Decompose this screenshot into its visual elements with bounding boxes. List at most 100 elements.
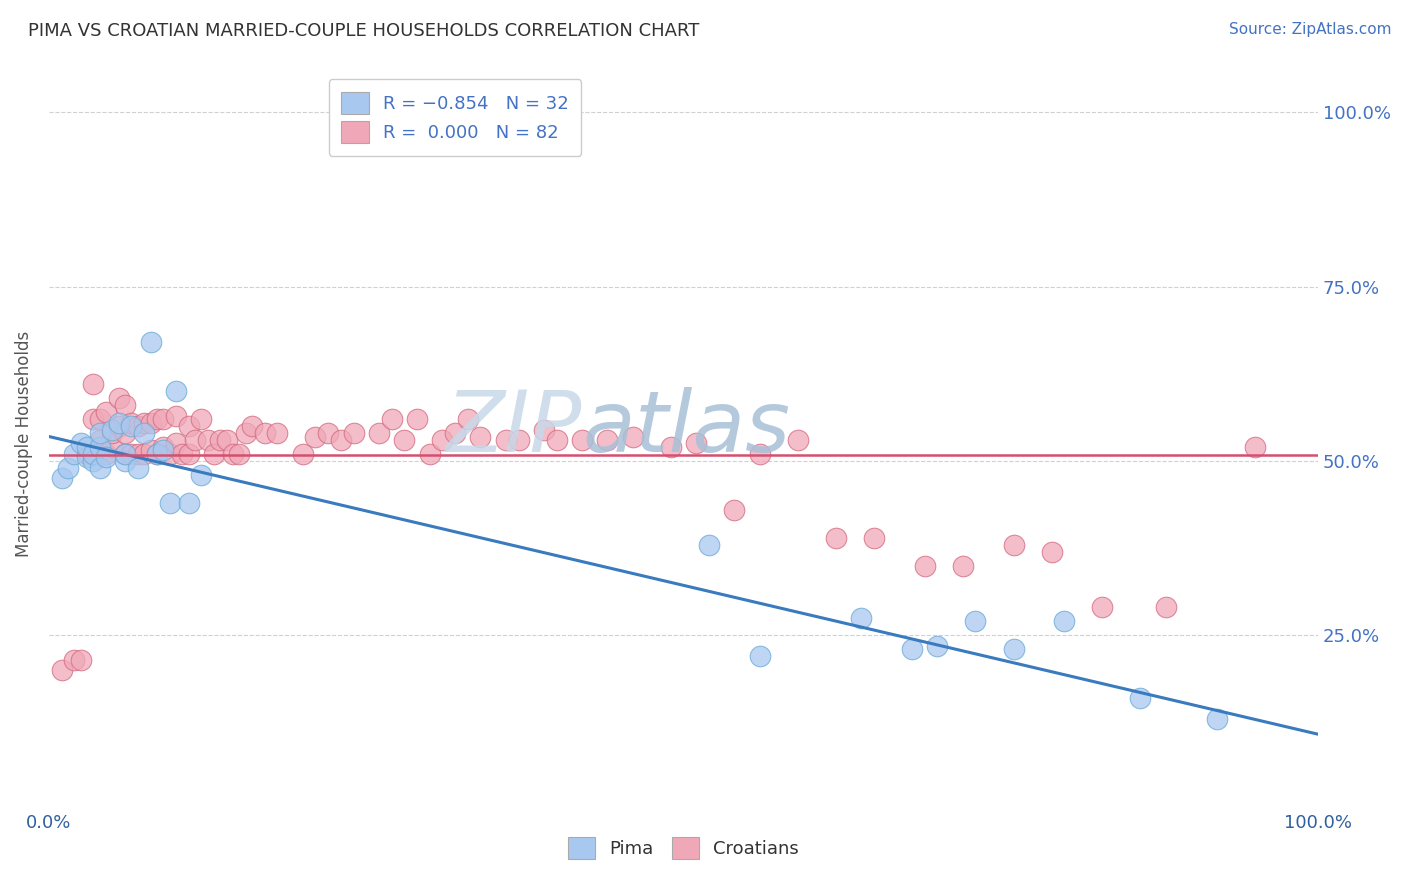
Point [197,433,219,447]
Point [508,433,530,447]
Point [165,409,187,423]
Point [121,416,143,430]
Point [304,429,326,443]
Point [901,642,924,657]
Point [419,447,441,461]
Point [697,538,720,552]
Point [184,433,207,447]
Point [1205,712,1227,726]
Point [209,433,232,447]
Point [51,663,73,677]
Point [444,425,467,440]
Point [596,433,619,447]
Point [69,652,91,666]
Point [101,440,124,454]
Point [127,461,149,475]
Point [94,405,117,419]
Point [107,391,129,405]
Point [222,447,245,461]
Point [965,615,987,629]
Point [952,558,974,573]
Point [748,447,770,461]
Point [533,423,555,437]
Point [394,433,416,447]
Point [89,412,111,426]
Point [134,447,156,461]
Point [685,436,707,450]
Point [177,419,200,434]
Point [146,447,169,461]
Point [177,496,200,510]
Point [1154,600,1177,615]
Point [76,440,98,454]
Point [1129,690,1152,705]
Point [94,447,117,461]
Point [381,412,404,426]
Point [316,425,339,440]
Point [228,447,250,461]
Point [121,447,143,461]
Point [824,531,846,545]
Text: Source: ZipAtlas.com: Source: ZipAtlas.com [1229,22,1392,37]
Point [165,436,187,450]
Point [114,454,136,468]
Point [406,412,429,426]
Point [114,447,136,461]
Point [1053,615,1076,629]
Point [177,447,200,461]
Point [914,558,936,573]
Point [89,440,111,454]
Point [1002,538,1025,552]
Point [127,419,149,434]
Point [159,496,181,510]
Point [432,433,454,447]
Point [82,412,104,426]
Point [863,531,886,545]
Point [253,425,276,440]
Point [134,425,156,440]
Legend: R = −0.854   N = 32, R =  0.000   N = 82: R = −0.854 N = 32, R = 0.000 N = 82 [329,79,582,156]
Point [748,649,770,664]
Text: atlas: atlas [582,387,790,470]
Point [89,461,111,475]
Point [69,436,91,450]
Point [51,471,73,485]
Point [139,335,162,350]
Point [146,412,169,426]
Point [94,450,117,465]
Point [152,440,174,454]
Point [76,447,98,461]
Point [457,412,479,426]
Point [107,416,129,430]
Y-axis label: Married-couple Households: Married-couple Households [15,330,32,557]
Point [56,461,79,475]
Point [1002,642,1025,657]
Point [172,447,194,461]
Point [76,450,98,465]
Point [152,412,174,426]
Point [1243,440,1265,454]
Point [89,433,111,447]
Point [63,652,86,666]
Point [851,611,873,625]
Point [546,433,568,447]
Point [659,440,682,454]
Point [215,433,238,447]
Text: ZIP: ZIP [446,387,582,470]
Point [621,429,644,443]
Point [89,425,111,440]
Point [190,467,212,482]
Point [139,416,162,430]
Point [202,447,225,461]
Point [114,398,136,412]
Point [1040,544,1063,558]
Point [266,425,288,440]
Point [291,447,314,461]
Point [927,639,949,653]
Point [134,416,156,430]
Point [82,377,104,392]
Point [235,425,257,440]
Point [82,454,104,468]
Point [342,425,364,440]
Point [190,412,212,426]
